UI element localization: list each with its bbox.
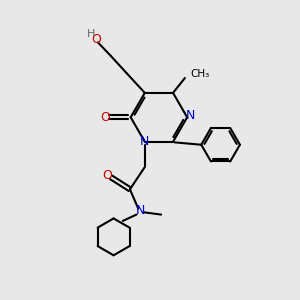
- Text: N: N: [135, 204, 145, 217]
- Text: CH₃: CH₃: [190, 69, 209, 79]
- Text: N: N: [140, 135, 149, 148]
- Text: H: H: [86, 29, 95, 39]
- Text: O: O: [103, 169, 112, 182]
- Text: O: O: [91, 33, 101, 46]
- Text: O: O: [100, 111, 110, 124]
- Text: N: N: [186, 109, 195, 122]
